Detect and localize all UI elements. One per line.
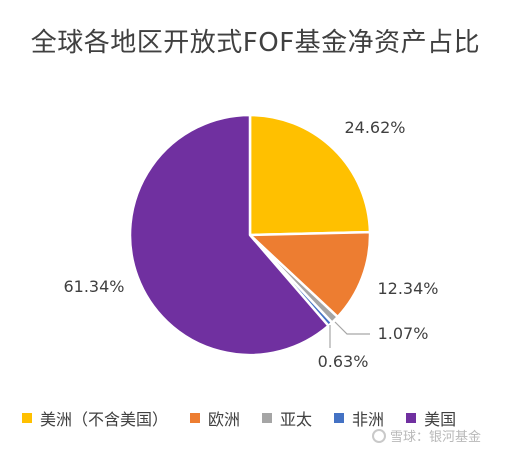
pie-slice-europe: [248, 230, 372, 319]
snowball-logo-icon: [372, 428, 386, 443]
legend-item-africa: 非洲: [334, 406, 384, 430]
pie-slice-usa: [128, 113, 330, 357]
legend-label-apac: 亚太: [280, 410, 313, 429]
data-label-usa: 61.34%: [63, 277, 124, 296]
legend-swatch-africa: [334, 413, 345, 423]
legend-label-usa: 美国: [424, 410, 457, 429]
chart-title: 全球各地区开放式FOF基金净资产占比: [30, 28, 481, 58]
leader-line-apac: [334, 321, 370, 335]
legend-label-europe: 欧洲: [208, 410, 241, 429]
legend-label-africa: 非洲: [352, 410, 385, 429]
legend-item-americas: 美洲（不含美国）: [22, 406, 168, 430]
legend-label-americas: 美洲（不含美国）: [40, 410, 169, 429]
legend-swatch-europe: [190, 413, 201, 423]
watermark-text: 雪球：银河基金: [390, 430, 482, 445]
legend-swatch-apac: [262, 413, 273, 423]
watermark: 雪球：银河基金: [372, 426, 481, 445]
legend-swatch-americas: [22, 413, 32, 423]
legend: 美洲（不含美国） 欧洲 亚太 非洲 美国: [22, 406, 456, 430]
legend-item-europe: 欧洲: [190, 406, 240, 430]
legend-swatch-usa: [406, 413, 417, 423]
data-label-apac: 1.07%: [378, 324, 429, 343]
legend-item-usa: 美国: [406, 406, 456, 430]
legend-item-apac: 亚太: [262, 406, 312, 430]
data-label-europe: 12.34%: [377, 279, 438, 298]
data-label-americas: 24.62%: [344, 118, 405, 137]
pie-slice-americas: [248, 113, 372, 237]
data-label-africa: 0.63%: [318, 352, 369, 371]
